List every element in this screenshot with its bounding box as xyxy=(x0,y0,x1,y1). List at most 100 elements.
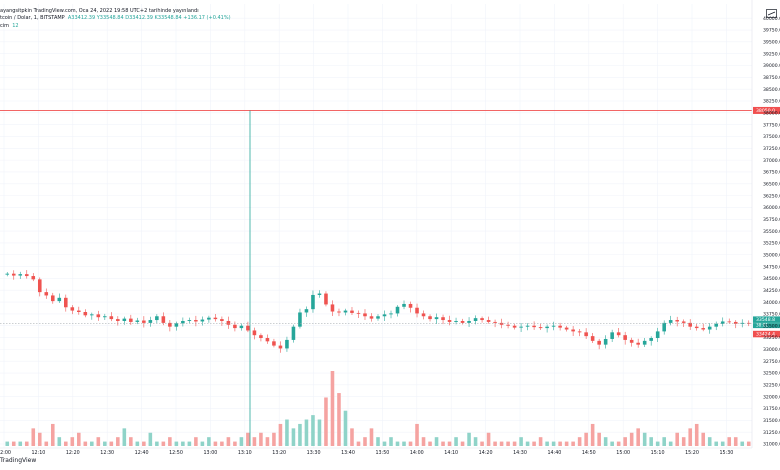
y-tick-label: 35000.00 xyxy=(763,252,780,258)
candle-body xyxy=(356,312,361,314)
y-tick-label: 35750.00 xyxy=(763,217,780,223)
volume-value: 12 xyxy=(12,23,19,29)
volume-bar xyxy=(486,432,491,446)
volume-bar xyxy=(18,441,23,446)
volume-bar xyxy=(252,437,257,446)
candle-body xyxy=(363,313,367,317)
volume-bar xyxy=(571,441,575,446)
volume-bar xyxy=(311,415,315,446)
y-tick-label: 36000.00 xyxy=(763,205,780,211)
publish-text: ayangsitpkin TradingView.com, Oca 24, 20… xyxy=(0,8,199,14)
volume-bar xyxy=(688,428,692,446)
volume-bar xyxy=(304,419,309,446)
y-tick-label: 37500.00 xyxy=(763,134,780,140)
candle-body xyxy=(558,325,562,328)
candle-body xyxy=(707,326,712,330)
candle-body xyxy=(142,320,146,323)
candle-body xyxy=(298,312,302,327)
candle-body xyxy=(304,309,309,313)
volume-bar xyxy=(265,437,270,446)
volume-bar xyxy=(337,393,341,446)
y-tick-label: 34500.00 xyxy=(763,276,780,282)
x-tick-label: 13:10 xyxy=(238,450,252,456)
volume-bar xyxy=(707,437,712,446)
candle-body xyxy=(233,324,237,329)
volume-bar xyxy=(343,410,348,446)
volume-bar xyxy=(590,423,595,446)
y-tick-label: 32000.00 xyxy=(763,394,780,400)
volume-bar xyxy=(733,437,738,446)
volume-bar xyxy=(291,428,296,446)
candle-body xyxy=(24,274,29,277)
volume-bar xyxy=(532,441,536,446)
chart-overlays: 38050.0 33548.838:01 33424.4 xyxy=(0,106,780,446)
x-axis[interactable]: 12:00 12:10 12:20 12:30 12:40 12:50 13:00 13:10… xyxy=(0,447,752,456)
volume-bar xyxy=(70,437,75,446)
volume-bar xyxy=(90,441,94,446)
x-tick-label: 14:20 xyxy=(479,450,493,456)
candle-body xyxy=(701,328,706,330)
volume-bar xyxy=(233,441,237,446)
x-tick-label: 12:40 xyxy=(135,450,149,456)
volume-bar xyxy=(129,437,133,446)
volume-bar xyxy=(499,441,504,446)
y-tick-label: 38250.00 xyxy=(763,99,780,105)
volume-bar xyxy=(363,437,367,446)
chart-settings-icon[interactable] xyxy=(766,9,777,18)
candle-body xyxy=(272,341,276,346)
y-tick-label: 37000.00 xyxy=(763,158,780,164)
candle-body xyxy=(649,338,653,341)
volume-bar xyxy=(727,437,732,446)
volume-bar xyxy=(220,441,224,446)
volume-label: cim xyxy=(0,23,10,29)
candle-body xyxy=(532,325,536,328)
volume-bar xyxy=(428,441,432,446)
candle-body xyxy=(83,312,88,316)
volume-bar xyxy=(545,441,549,446)
y-axis[interactable]: 31000.00 31250.00 31500.00 31750.00 32000.00… xyxy=(751,0,780,448)
volume-bar xyxy=(44,441,49,446)
candle-body xyxy=(642,340,647,345)
candle-body xyxy=(278,345,283,349)
volume-bar xyxy=(57,437,62,446)
volume-bars xyxy=(5,371,751,446)
volume-bar xyxy=(597,432,601,446)
y-tick-label: 31500.00 xyxy=(763,418,780,424)
volume-bar xyxy=(512,441,517,446)
volume-bar xyxy=(350,428,354,446)
candle-body xyxy=(499,322,504,325)
candle-body xyxy=(577,331,582,333)
volume-bar xyxy=(194,437,198,446)
volume-bar xyxy=(538,437,543,446)
volume-bar xyxy=(746,441,751,446)
candle-body xyxy=(564,327,569,330)
candle-body xyxy=(168,322,172,327)
volume-bar xyxy=(161,441,166,446)
ohlc-values: A33412.39 Y33548.84 D33412.39 K33548.84 … xyxy=(67,15,231,21)
volume-bar xyxy=(402,441,406,446)
y-tick-label: 35500.00 xyxy=(763,229,780,235)
candle-body xyxy=(148,320,153,323)
candle-body xyxy=(694,326,699,329)
volume-bar xyxy=(155,441,159,446)
x-tick-label: 12:10 xyxy=(31,450,45,456)
prev-price-label: 33424.4 xyxy=(756,332,775,338)
candle-body xyxy=(11,273,16,276)
y-tick-label: 31750.00 xyxy=(763,406,780,412)
candle-body xyxy=(246,325,250,331)
candle-body xyxy=(389,313,393,315)
level-price-label: 38050.0 xyxy=(756,108,775,114)
candle-body xyxy=(636,342,640,345)
candle-body xyxy=(90,314,94,316)
candle-body xyxy=(57,297,62,302)
y-tick-label: 39500.00 xyxy=(763,40,780,46)
candle-body xyxy=(519,326,523,328)
volume-bar xyxy=(454,437,458,446)
candle-body xyxy=(681,321,686,323)
volume-bar xyxy=(577,437,582,446)
candle-body xyxy=(688,322,692,327)
volume-bar xyxy=(31,428,36,446)
countdown-label: 38:01 xyxy=(756,323,768,328)
volume-bar xyxy=(389,437,393,446)
